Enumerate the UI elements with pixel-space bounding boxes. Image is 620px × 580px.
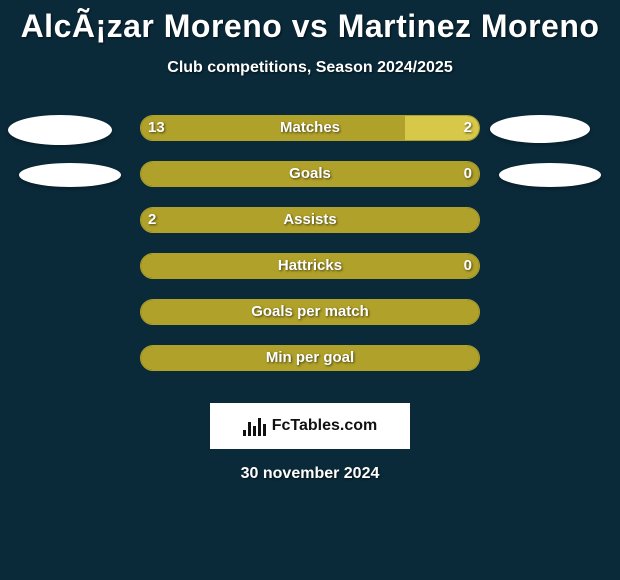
bar-track bbox=[140, 161, 480, 187]
bar-segment-left bbox=[141, 254, 479, 278]
metric-row: Hattricks0 bbox=[0, 253, 620, 299]
page-title: AlcÃ¡zar Moreno vs Martinez Moreno bbox=[0, 0, 620, 45]
player-right-avatar bbox=[499, 163, 601, 187]
comparison-chart: Matches132Goals0Assists2Hattricks0Goals … bbox=[0, 115, 620, 391]
bar-chart-icon bbox=[243, 416, 266, 436]
bar-segment-left bbox=[141, 116, 405, 140]
player-right-avatar bbox=[490, 115, 590, 143]
bar-segment-left bbox=[141, 208, 479, 232]
page-subtitle: Club competitions, Season 2024/2025 bbox=[0, 59, 620, 77]
bar-track bbox=[140, 253, 480, 279]
logo-text: FcTables.com bbox=[272, 417, 378, 435]
metric-row: Min per goal bbox=[0, 345, 620, 391]
bar-segment-right bbox=[405, 116, 479, 140]
bar-track bbox=[140, 345, 480, 371]
metric-row: Assists2 bbox=[0, 207, 620, 253]
bar-track bbox=[140, 207, 480, 233]
fctables-logo: FcTables.com bbox=[210, 403, 410, 449]
footer-date: 30 november 2024 bbox=[0, 465, 620, 483]
bar-segment-left bbox=[141, 300, 479, 324]
bar-track bbox=[140, 115, 480, 141]
bar-track bbox=[140, 299, 480, 325]
bar-segment-left bbox=[141, 346, 479, 370]
player-left-avatar bbox=[8, 115, 112, 145]
metric-row: Goals per match bbox=[0, 299, 620, 345]
bar-segment-left bbox=[141, 162, 479, 186]
player-left-avatar bbox=[19, 163, 121, 187]
